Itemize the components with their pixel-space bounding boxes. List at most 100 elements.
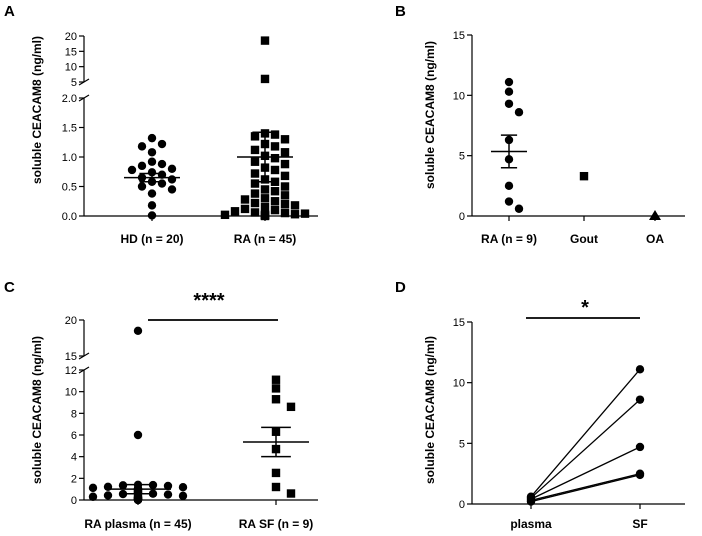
panel-c-category-label: RA SF (n = 9) xyxy=(239,517,314,531)
panel-a-data-point xyxy=(270,165,280,175)
panel-a-data-point xyxy=(137,182,147,191)
panel-c-y-tick-label: 20 xyxy=(65,315,77,327)
panel-b-y-tick-label: 10 xyxy=(453,90,465,102)
panel-a-data-point xyxy=(260,202,270,212)
panel-a-data-point xyxy=(300,209,310,218)
panel-c-data-point xyxy=(178,491,188,501)
panel-b-y-tick-label: 5 xyxy=(459,151,465,163)
panel-c-data-point xyxy=(163,481,173,491)
panel-a-data-point xyxy=(270,205,280,215)
panel-a-data-point xyxy=(147,201,157,210)
panel-c-category-label: RA plasma (n = 45) xyxy=(84,517,191,531)
panel-a-data-point xyxy=(137,142,147,151)
panel-a-data-point xyxy=(127,165,137,175)
panel-c-data-point xyxy=(163,490,173,499)
panel-b-data-point xyxy=(514,108,524,117)
panel-a-data-point xyxy=(230,207,240,216)
panel-c-data-point xyxy=(286,402,296,412)
panel-c-significance: **** xyxy=(193,290,224,312)
panel-a-data-point xyxy=(250,157,260,166)
panel-c-data-point xyxy=(178,483,188,492)
panel-d-pair-line xyxy=(530,399,641,499)
panel-a-data-point xyxy=(167,164,177,173)
panel-b-y-tick-label: 0 xyxy=(459,211,465,223)
panel-c-data-point xyxy=(133,495,143,505)
panel-a-data-point xyxy=(250,169,260,178)
panel-a-data-point xyxy=(250,145,260,155)
panel-d-data-point xyxy=(526,497,536,506)
panel-c-data-point xyxy=(271,395,281,404)
panel-a-data-point xyxy=(137,161,147,171)
panel-c-y-tick-label: 12 xyxy=(65,365,77,377)
panel-d-pair-line xyxy=(530,473,641,501)
panel-c-y-tick-label: 4 xyxy=(71,452,77,464)
panel-a-data-point xyxy=(167,175,177,184)
panel-a-data-point xyxy=(157,170,167,179)
panel-b-data-point xyxy=(504,77,514,87)
panel-d-y-tick-label: 10 xyxy=(453,378,465,390)
panel-a-data-point xyxy=(147,157,157,166)
panel-a-y-tick-label: 2.0 xyxy=(62,93,77,105)
panel-c-data-point xyxy=(118,481,128,490)
panel-a-data-point xyxy=(240,204,250,214)
panel-a-y-tick-label: 10 xyxy=(65,62,77,74)
panel-c-data-point xyxy=(88,492,98,501)
panel-a-y-tick-label: 5 xyxy=(71,77,77,89)
panel-c-y-tick-label: 6 xyxy=(71,430,77,442)
panel-a-y-tick-label: 0.5 xyxy=(62,182,77,194)
panel-a-category-label: HD (n = 20) xyxy=(120,232,183,246)
panel-d-significance: * xyxy=(581,297,589,319)
panel-d-data-point xyxy=(635,395,645,404)
panel-c-y-label: soluble CEACAM8 (ng/ml) xyxy=(30,336,44,484)
panel-a-data-point xyxy=(260,211,270,221)
panel-a-data-point xyxy=(250,208,260,217)
panel-d-y-tick-label: 5 xyxy=(459,438,465,450)
panel-c-data-point xyxy=(271,384,281,393)
panel-a-data-point xyxy=(147,168,157,177)
panel-a-data-point xyxy=(280,171,290,181)
panel-a-data-point xyxy=(157,179,167,188)
panel-d-category-label: plasma xyxy=(510,517,552,531)
panel-a-data-point xyxy=(220,210,230,220)
panel-b-y-label: soluble CEACAM8 (ng/ml) xyxy=(423,41,437,189)
panel-a-data-point xyxy=(250,189,260,198)
panel-c-data-point xyxy=(271,482,281,492)
panel-a-data-point xyxy=(147,148,157,157)
panel-b-data-point xyxy=(504,99,514,108)
panel-c-data-point xyxy=(103,491,113,500)
panel-a-data-point xyxy=(290,201,300,210)
panel-a-data-point xyxy=(157,159,167,169)
panel-c-data-point xyxy=(271,468,281,478)
panel-d-y-tick-label: 0 xyxy=(459,499,465,511)
panel-b-data-point xyxy=(504,197,514,206)
panel-d-data-point xyxy=(635,470,645,480)
panel-d-y-tick-label: 15 xyxy=(453,317,465,329)
panel-a-data-point xyxy=(270,187,280,196)
panel-b-y-tick-label: 15 xyxy=(453,30,465,42)
panel-c-data-point xyxy=(133,326,143,335)
panel-a-data-point xyxy=(147,133,157,143)
panel-b-data-point xyxy=(649,210,661,220)
panel-a-data-point xyxy=(290,210,300,219)
panel-c-y-tick-label: 2 xyxy=(71,473,77,485)
panel-c-y-tick-label: 15 xyxy=(65,351,77,363)
panel-c-data-point xyxy=(271,375,281,384)
panel-a-y-tick-label: 1.0 xyxy=(62,152,77,164)
panel-d-data-point xyxy=(635,365,645,374)
panel-c-data-point xyxy=(286,489,296,498)
panel-b-category-label: RA (n = 9) xyxy=(481,232,537,246)
panel-a-y-tick-label: 1.5 xyxy=(62,123,77,135)
panel-d-data-point xyxy=(635,442,645,452)
panel-b-data-point xyxy=(579,171,589,181)
panel-a-data-point xyxy=(147,189,157,198)
panel-a-data-point xyxy=(280,208,290,218)
panel-a-data-point xyxy=(280,148,290,157)
panel-a-data-point xyxy=(270,130,280,139)
panel-a-data-point xyxy=(270,142,280,151)
panel-a-data-point xyxy=(260,194,270,203)
panel-a-data-point xyxy=(250,132,260,141)
panel-a-data-point xyxy=(280,191,290,200)
panel-a-y-tick-label: 15 xyxy=(65,46,77,58)
panel-d-pair-line xyxy=(530,368,641,498)
